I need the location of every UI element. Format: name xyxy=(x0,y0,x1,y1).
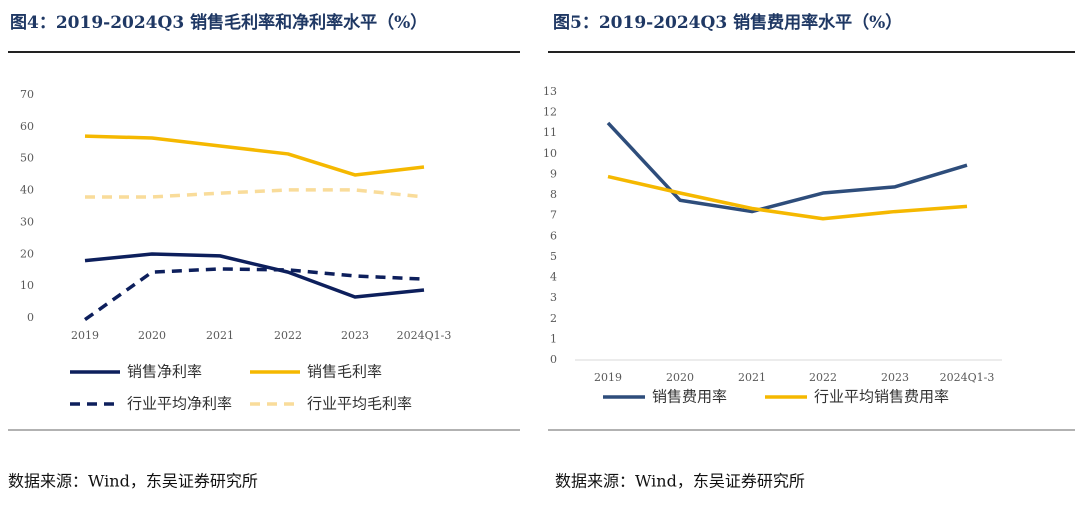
y-tick-label: 0 xyxy=(27,311,34,324)
chart-title: 图4：2019-2024Q3 销售毛利率和净利率水平（%） xyxy=(10,12,427,33)
legend-label: 行业平均销售费用率 xyxy=(814,388,949,406)
series-line xyxy=(606,121,968,214)
y-tick-label: 12 xyxy=(543,106,557,119)
series-line xyxy=(85,188,425,199)
x-tick-label: 2021 xyxy=(738,371,766,384)
source: 数据来源：Wind，东吴证券研究所 xyxy=(8,472,258,491)
x-tick-label: 2019 xyxy=(594,371,622,384)
y-tick-label: 0 xyxy=(550,353,557,366)
chart-title: 图5：2019-2024Q3 销售费用率水平（%） xyxy=(553,12,902,33)
y-tick-label: 40 xyxy=(20,184,34,197)
y-tick-label: 20 xyxy=(20,247,34,260)
y-tick-label: 3 xyxy=(550,291,557,304)
source: 数据来源：Wind，东吴证券研究所 xyxy=(555,472,805,491)
x-tick-label: 2023 xyxy=(341,329,369,342)
y-tick-label: 2 xyxy=(550,312,557,325)
legend-label: 行业平均毛利率 xyxy=(307,395,412,413)
legend-label: 销售毛利率 xyxy=(307,363,382,381)
legend-label: 销售净利率 xyxy=(127,363,202,381)
y-tick-label: 10 xyxy=(20,279,34,292)
y-tick-label: 11 xyxy=(543,126,557,139)
y-tick-label: 13 xyxy=(543,85,557,98)
y-tick-label: 8 xyxy=(550,188,557,201)
x-tick-label: 2020 xyxy=(666,371,694,384)
y-tick-label: 60 xyxy=(20,120,34,133)
y-tick-label: 4 xyxy=(550,271,557,284)
y-tick-label: 10 xyxy=(543,147,557,160)
x-tick-label: 2022 xyxy=(274,329,302,342)
y-tick-label: 1 xyxy=(550,332,557,345)
y-tick-label: 9 xyxy=(550,167,557,180)
x-tick-label: 2023 xyxy=(881,371,909,384)
x-tick-label: 2024Q1-3 xyxy=(397,329,452,342)
y-tick-label: 30 xyxy=(20,215,34,228)
series-line xyxy=(607,174,968,221)
series-line xyxy=(84,252,425,299)
series-line xyxy=(83,267,425,322)
x-tick-label: 2020 xyxy=(138,329,166,342)
x-tick-label: 2024Q1-3 xyxy=(940,371,995,384)
legend-label: 行业平均净利率 xyxy=(127,395,232,413)
y-tick-label: 7 xyxy=(550,209,557,222)
y-tick-label: 70 xyxy=(20,88,34,101)
y-tick-label: 6 xyxy=(550,229,557,242)
legend-label: 销售费用率 xyxy=(652,388,727,406)
x-tick-label: 2022 xyxy=(809,371,837,384)
y-tick-label: 50 xyxy=(20,152,34,165)
x-tick-label: 2021 xyxy=(206,329,234,342)
x-tick-label: 2019 xyxy=(71,329,99,342)
series-line xyxy=(84,134,425,177)
y-tick-label: 5 xyxy=(550,250,557,263)
